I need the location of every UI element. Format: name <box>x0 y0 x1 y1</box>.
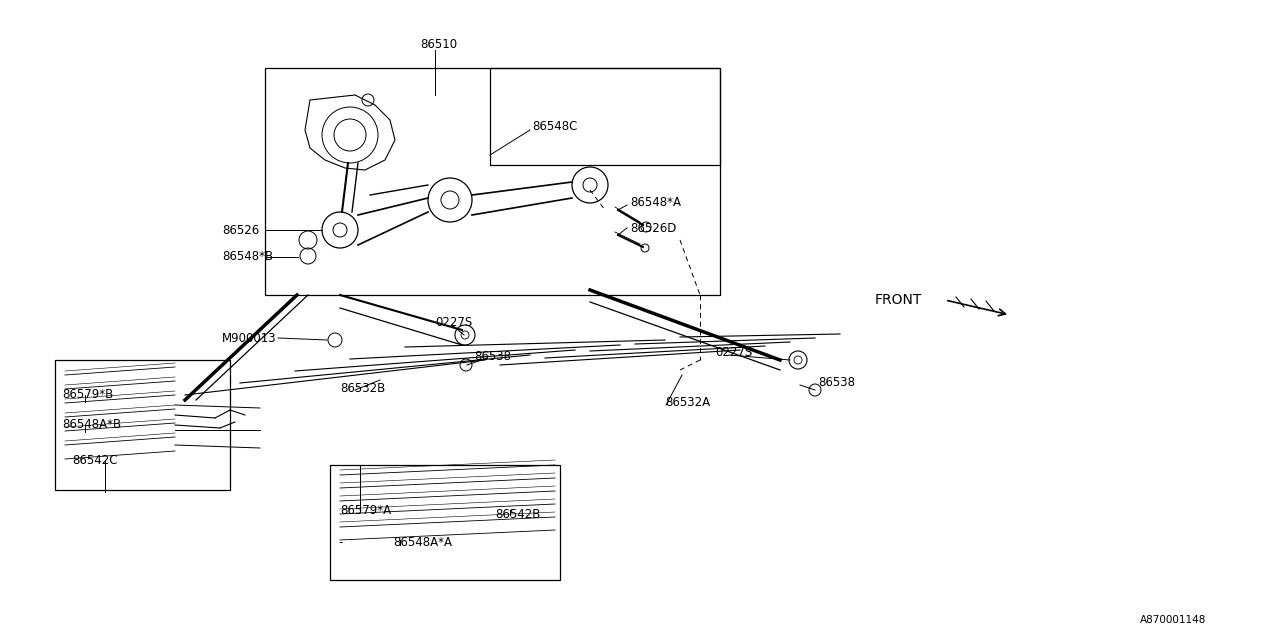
Text: 0227S: 0227S <box>716 346 753 358</box>
Text: 0227S: 0227S <box>435 316 472 328</box>
Text: M900013: M900013 <box>221 332 276 344</box>
Text: 86532B: 86532B <box>340 381 385 394</box>
Text: -: - <box>338 536 342 550</box>
Text: 86532A: 86532A <box>666 397 710 410</box>
Text: 86579*A: 86579*A <box>340 504 392 516</box>
Text: 86510: 86510 <box>420 38 457 51</box>
Text: 86542B: 86542B <box>495 509 540 522</box>
Bar <box>330 465 561 580</box>
Text: 86548C: 86548C <box>532 120 577 134</box>
Text: 86548*B: 86548*B <box>221 250 273 264</box>
Text: 86526D: 86526D <box>630 221 676 234</box>
Text: FRONT: FRONT <box>876 293 923 307</box>
Text: 86542C: 86542C <box>72 454 118 467</box>
Text: 86538: 86538 <box>818 376 855 390</box>
Text: 86548*A: 86548*A <box>630 195 681 209</box>
Text: 86526: 86526 <box>221 223 260 237</box>
Text: 86579*B: 86579*B <box>61 388 113 401</box>
Bar <box>55 360 230 490</box>
Text: 86548A*A: 86548A*A <box>393 536 452 550</box>
Text: 86538: 86538 <box>474 349 511 362</box>
Text: 86548A*B: 86548A*B <box>61 419 122 431</box>
Text: A870001148: A870001148 <box>1140 615 1206 625</box>
